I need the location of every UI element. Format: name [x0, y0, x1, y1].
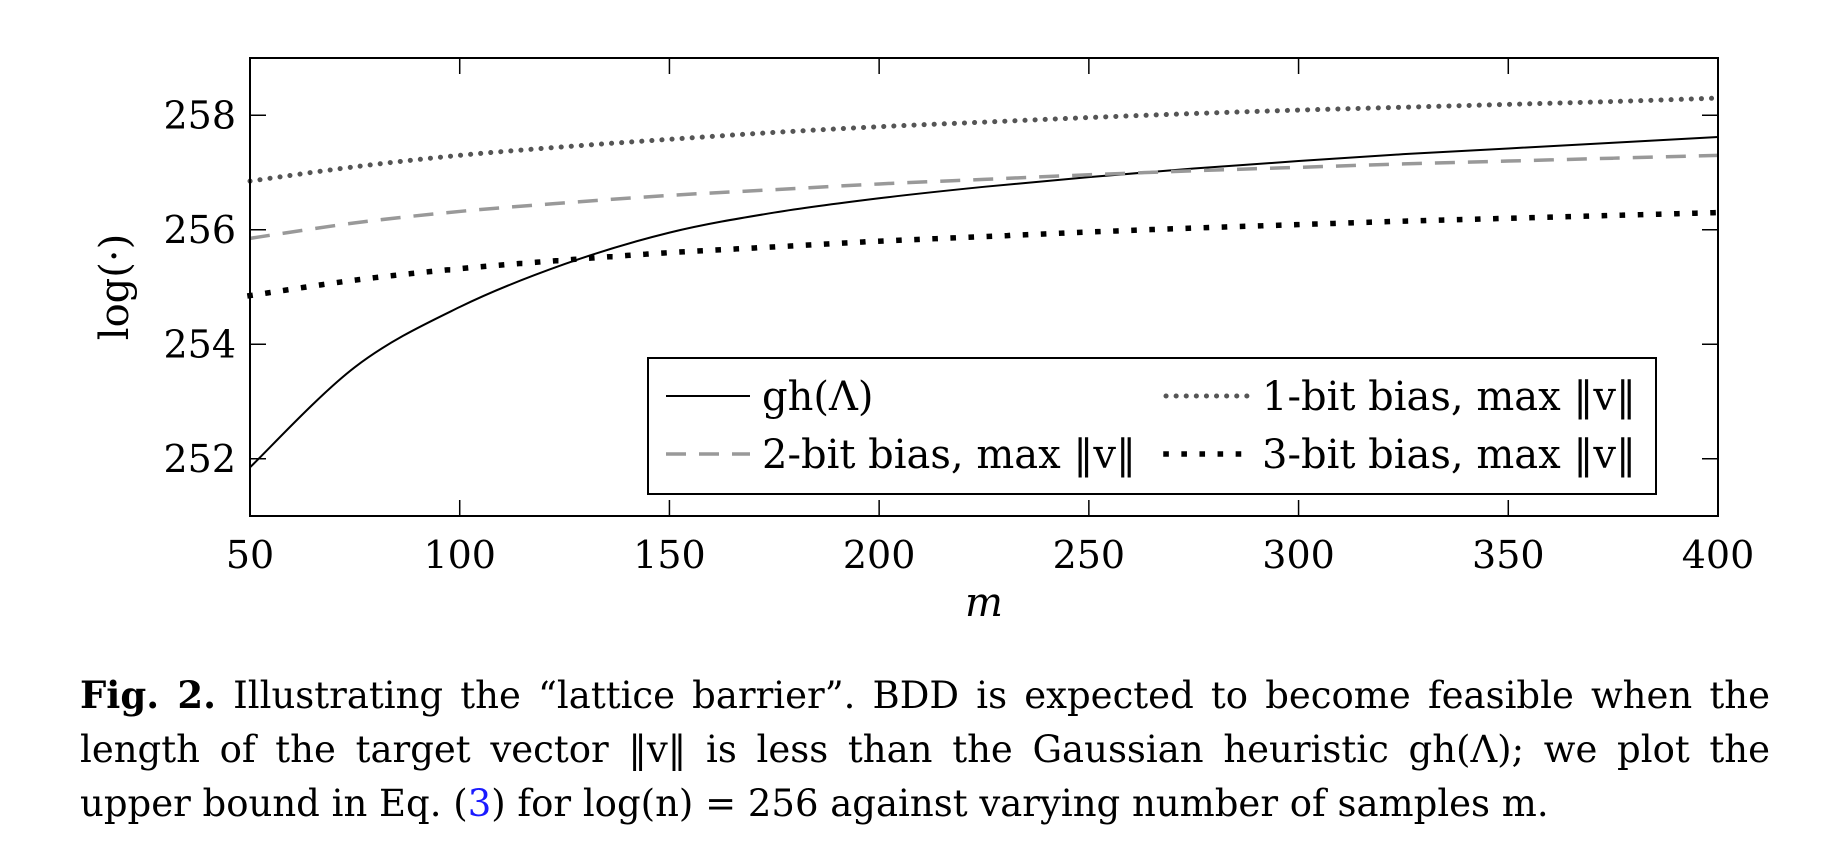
y-tick-label: 258	[163, 93, 236, 137]
caption-text-1: Illustrating the “lattice barrier”. BDD …	[80, 674, 1770, 825]
x-tick-label: 50	[226, 533, 274, 577]
plot-series	[246, 95, 1721, 469]
series-line-2	[247, 95, 1721, 184]
figure-caption: Fig. 2. Illustrating the “lattice barrie…	[80, 668, 1770, 831]
y-tick-label: 254	[163, 322, 236, 366]
y-tick-label: 252	[163, 437, 236, 481]
x-tick-label: 100	[423, 533, 496, 577]
legend: gh(Λ) 1-bit bias, max ‖v‖ 2-bit bias, max …	[647, 357, 1657, 495]
series-line-3	[249, 153, 1719, 241]
axis-ticks	[249, 58, 1719, 516]
x-axis-title: m	[965, 580, 1003, 626]
legend-box	[647, 357, 1657, 495]
x-tick-label: 400	[1682, 533, 1755, 577]
y-axis-title: log(·)	[92, 234, 138, 340]
x-tick-label: 250	[1053, 533, 1126, 577]
series-line-1	[249, 136, 1719, 469]
series-line-4	[246, 209, 1721, 299]
y-tick-label: 256	[163, 208, 236, 252]
figure-label: Fig. 2.	[80, 673, 216, 717]
line-chart: 50 100 150 200 250 300 350 400 252 254 256 258 m lo…	[92, 57, 1754, 626]
legend-label-4: 3-bit bias, max ‖v‖	[1262, 432, 1636, 478]
caption-text-2: ) for log(n) = 256 against varying numbe…	[491, 782, 1549, 825]
legend-label-1: gh(Λ)	[762, 374, 873, 420]
equation-link[interactable]: 3	[467, 782, 492, 825]
legend-label-3: 2-bit bias, max ‖v‖	[762, 432, 1136, 478]
tick-labels: 50 100 150 200 250 300 350 400 252 254 256 258	[163, 93, 1754, 577]
plot-frame	[249, 57, 1719, 517]
x-tick-label: 200	[843, 533, 916, 577]
x-tick-label: 300	[1262, 533, 1335, 577]
x-tick-label: 150	[633, 533, 706, 577]
x-tick-label: 350	[1472, 533, 1545, 577]
legend-label-2: 1-bit bias, max ‖v‖	[1262, 374, 1636, 420]
